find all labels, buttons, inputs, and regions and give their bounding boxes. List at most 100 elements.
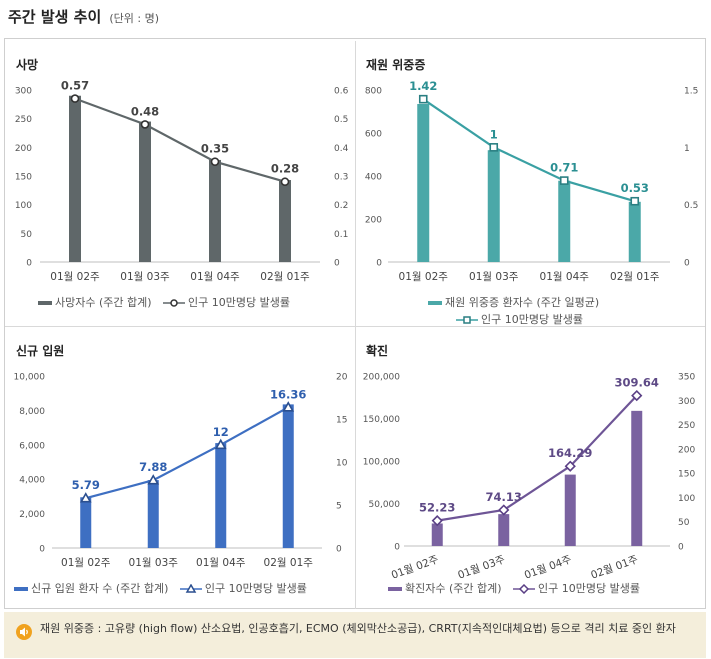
legend-item-line: 인구 10만명당 발생률 (163, 296, 290, 309)
legend-line-label: 인구 10만명당 발생률 (538, 582, 640, 595)
x-tick-label: 01월 04주 (196, 557, 246, 569)
bar (69, 95, 81, 262)
y-right-tick-label: 20 (336, 373, 348, 383)
rate-data-label: 0.57 (61, 79, 89, 93)
y-right-tick-label: 1.5 (684, 87, 698, 97)
x-tick-label: 01월 03주 (129, 557, 179, 569)
panel-divider-horizontal (5, 326, 705, 327)
legend-bar-swatch (428, 301, 442, 305)
legend-bar-label: 신규 입원 환자 수 (주간 합계) (31, 582, 169, 595)
x-tick-label: 01월 04주 (540, 271, 590, 283)
rate-point (498, 504, 510, 516)
y-right-tick-label: 100 (678, 494, 695, 504)
title-row: 주간 발생 추이 (단위 : 명) (8, 6, 159, 30)
legend-line-swatch (179, 583, 202, 593)
legend-line-swatch (513, 583, 536, 595)
y-right-tick-label: 0 (334, 259, 340, 269)
y-right-tick-label: 0.5 (334, 115, 348, 125)
panel-title-confirmed: 확진 (366, 344, 389, 358)
bar (564, 474, 576, 546)
legend-item-line: 인구 10만명당 발생률 (179, 582, 307, 595)
y-left-tick-label: 50,000 (369, 500, 401, 510)
y-right-tick-label: 1 (684, 144, 690, 154)
y-left-tick-label: 150,000 (363, 415, 400, 425)
rate-data-label: 0.53 (621, 181, 649, 195)
rate-data-label: 0.71 (550, 161, 578, 175)
y-right-tick-label: 5 (336, 502, 342, 512)
y-right-tick-label: 300 (678, 397, 695, 407)
rate-point (147, 474, 160, 485)
admissions-legend: 신규 입원 환자 수 (주간 합계) 인구 10만명당 발생률 (14, 580, 315, 596)
rate-data-label: 0.48 (131, 104, 159, 118)
y-left-tick-label: 400 (365, 173, 382, 183)
bar (498, 514, 510, 546)
y-left-tick-label: 300 (15, 87, 32, 97)
y-left-tick-label: 200 (365, 216, 382, 226)
bar (279, 180, 291, 262)
critical-legend: 재원 위중증 환자수 (주간 일평균) 인구 10만명당 발생률 (428, 294, 599, 327)
y-left-tick-label: 200,000 (363, 373, 400, 383)
bar (628, 201, 641, 262)
y-left-tick-label: 0 (26, 259, 32, 269)
rate-data-label: 5.79 (72, 478, 100, 492)
bar (631, 410, 643, 546)
x-tick-label: 01월 03주 (120, 271, 170, 283)
legend-line-swatch (456, 316, 478, 324)
y-left-tick-label: 100 (15, 201, 32, 211)
rate-point (282, 401, 295, 412)
y-left-tick-label: 0 (39, 545, 45, 555)
legend-item-bar: 재원 위중증 환자수 (주간 일평균) (428, 294, 599, 310)
legend-bar-label: 확진자수 (주간 합계) (405, 582, 502, 595)
rate-line (422, 98, 636, 203)
rate-point (631, 389, 643, 402)
x-tick-label: 02월 01주 (589, 553, 640, 581)
y-right-tick-label: 150 (678, 470, 695, 480)
x-tick-label: 01월 04주 (523, 553, 574, 581)
bar (487, 150, 500, 262)
rate-data-label: 0.35 (201, 142, 229, 156)
page-title: 주간 발생 추이 (8, 8, 102, 26)
rate-line (74, 97, 286, 183)
y-right-tick-label: 0.4 (334, 144, 349, 154)
footnote: 재원 위중증 : 고유량 (high flow) 산소요법, 인공호흡기, EC… (4, 612, 706, 658)
rate-data-label: 74.13 (486, 490, 522, 504)
rate-point (431, 514, 443, 527)
y-right-tick-label: 0 (684, 259, 690, 269)
y-left-tick-label: 150 (15, 173, 32, 183)
legend-item-line: 인구 10만명당 발생률 (513, 582, 640, 595)
legend-bar-label: 재원 위중증 환자수 (주간 일평균) (445, 296, 600, 309)
y-left-tick-label: 0 (376, 259, 382, 269)
panel-title-deaths: 사망 (16, 58, 39, 72)
legend-bar-swatch (388, 587, 402, 591)
y-right-tick-label: 0.6 (334, 87, 349, 97)
rate-data-label: 0.28 (271, 162, 299, 176)
x-tick-label: 01월 03주 (469, 271, 519, 283)
y-right-tick-label: 0.1 (334, 230, 348, 240)
y-right-tick-label: 0 (336, 545, 342, 555)
y-left-tick-label: 100,000 (363, 458, 400, 468)
y-left-tick-label: 250 (15, 115, 32, 125)
y-left-tick-label: 10,000 (14, 373, 46, 383)
legend-item-bar: 사망자수 (주간 합계) (38, 296, 155, 309)
x-tick-label: 02월 01주 (610, 271, 660, 283)
legend-bar-swatch (14, 587, 28, 591)
y-right-tick-label: 50 (678, 518, 690, 528)
rate-point (418, 94, 428, 104)
legend-item-bar: 신규 입원 환자 수 (주간 합계) (14, 582, 172, 595)
bar (282, 404, 294, 548)
rate-data-label: 52.23 (419, 501, 455, 515)
y-right-tick-label: 15 (336, 416, 347, 426)
rate-data-label: 1 (490, 127, 498, 141)
y-left-tick-label: 800 (365, 87, 382, 97)
bar (139, 121, 151, 263)
y-right-tick-label: 250 (678, 421, 695, 431)
rate-data-label: 309.64 (615, 376, 659, 390)
legend-item-bar: 확진자수 (주간 합계) (388, 582, 505, 595)
x-tick-label: 01월 02주 (61, 557, 111, 569)
rate-data-label: 7.88 (139, 460, 167, 474)
